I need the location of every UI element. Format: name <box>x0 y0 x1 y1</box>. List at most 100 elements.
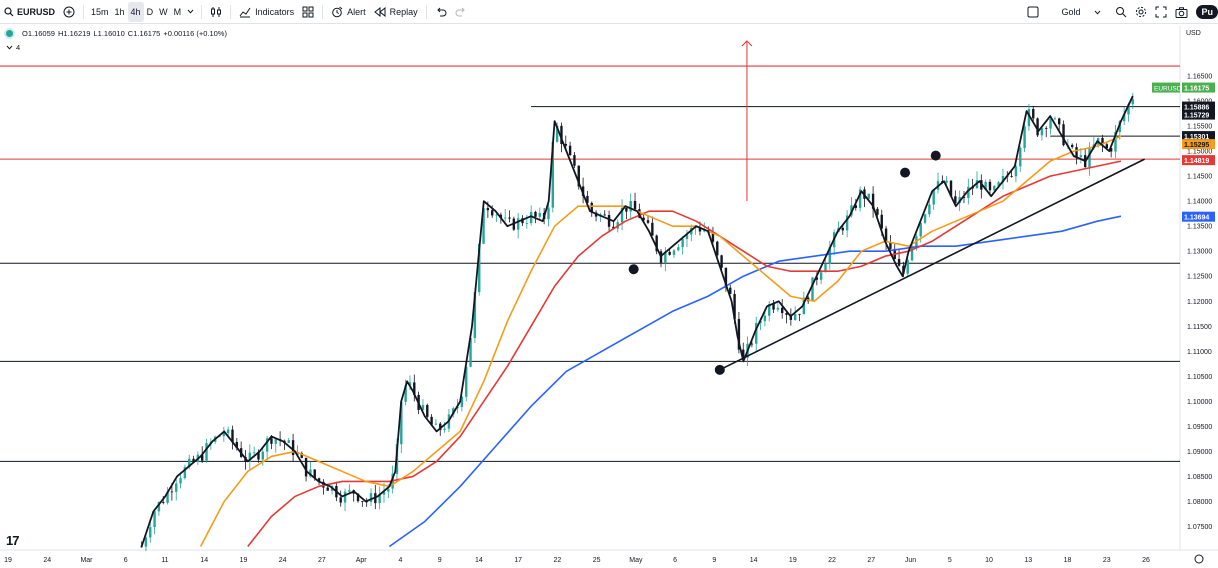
candle-body <box>789 314 793 320</box>
pivot-marker <box>714 364 725 375</box>
candle-body <box>300 453 303 458</box>
price-label-bg <box>1182 101 1215 112</box>
candle-body <box>703 230 706 232</box>
candle-body <box>443 428 446 430</box>
candle-body <box>369 493 373 502</box>
replay-button[interactable]: Replay <box>370 2 422 22</box>
x-tick-label: 24 <box>43 557 51 564</box>
candle-body <box>880 214 883 229</box>
candle-body <box>884 228 888 243</box>
candle-body <box>867 193 870 199</box>
fullscreen-button[interactable] <box>1151 2 1171 22</box>
x-tick-label: 24 <box>279 557 287 564</box>
y-tick-label: 1.14000 <box>1187 199 1212 206</box>
y-tick-label: 1.16500 <box>1187 74 1212 81</box>
candle-body <box>326 487 329 491</box>
candle-body <box>1062 124 1065 146</box>
candle-body <box>711 233 715 242</box>
interval-1h[interactable]: 1h <box>114 6 125 17</box>
snapshot-button[interactable] <box>1171 2 1192 22</box>
replay-icon <box>373 6 386 17</box>
candle-body <box>343 491 347 503</box>
indicators-button[interactable]: Indicators <box>235 2 298 22</box>
legend-high: H1.16219 <box>57 29 91 38</box>
candle-body <box>162 502 165 503</box>
ascending-trendline <box>719 158 1145 371</box>
publish-button[interactable]: Pu <box>1196 5 1218 19</box>
candle-body <box>781 307 784 314</box>
candle-body <box>157 502 161 512</box>
templates-button[interactable] <box>298 2 318 22</box>
layout-name-dropdown[interactable]: Gold <box>1057 2 1105 22</box>
candle-body <box>876 208 879 215</box>
interval-w[interactable]: W <box>159 6 168 17</box>
candle-body <box>170 491 174 493</box>
candle-body <box>677 247 680 251</box>
y-tick-label: 1.07500 <box>1187 524 1212 531</box>
quick-search-button[interactable] <box>1111 2 1131 22</box>
candle-body <box>858 189 862 208</box>
candle-body <box>646 220 650 223</box>
candle-body <box>265 438 269 452</box>
indicators-toggle[interactable]: 4 <box>6 43 20 52</box>
interval-d[interactable]: D <box>146 6 154 17</box>
candle-body <box>586 195 589 203</box>
compare-button[interactable] <box>59 2 79 22</box>
redo-button[interactable] <box>451 2 471 22</box>
candle-body <box>768 303 771 316</box>
candle-body <box>188 458 191 468</box>
candle-body <box>607 215 611 227</box>
candle-body <box>486 208 490 211</box>
settings-button[interactable] <box>1131 2 1151 22</box>
candle-body <box>469 338 472 367</box>
candle-body <box>231 429 234 443</box>
undo-button[interactable] <box>431 2 451 22</box>
legend-open: O1.16059 <box>22 29 55 38</box>
candle-body <box>456 407 459 409</box>
candle-body <box>313 469 316 479</box>
candle-body <box>1114 131 1117 152</box>
candle-body <box>590 202 593 213</box>
y-tick-label: 1.09000 <box>1187 449 1212 456</box>
symbol-search[interactable]: EURUSD <box>0 2 59 22</box>
interval-15m[interactable]: 15m <box>91 6 109 17</box>
y-tick-label: 1.14500 <box>1187 174 1212 181</box>
candle-body <box>620 207 624 223</box>
alert-button[interactable]: Alert <box>327 2 370 22</box>
candle-body <box>421 405 425 410</box>
candle-body <box>984 181 987 190</box>
candle-body <box>642 217 645 221</box>
layout-button[interactable] <box>1023 2 1043 22</box>
y-tick-label: 1.13500 <box>1187 224 1212 231</box>
x-tick-label: 6 <box>673 557 677 564</box>
chart-type-button[interactable] <box>206 2 226 22</box>
divider <box>230 4 232 19</box>
candle-body <box>802 297 806 315</box>
candle-body <box>763 315 767 322</box>
interval-m[interactable]: M <box>173 6 182 17</box>
x-tick-label: 19 <box>789 557 797 564</box>
candle-body <box>490 210 494 216</box>
candle-body <box>949 180 953 197</box>
divider <box>201 4 203 19</box>
candle-body <box>962 196 966 198</box>
candle-body <box>309 469 312 477</box>
price-smoothed-line <box>140 95 1134 547</box>
candle-body <box>1045 128 1048 129</box>
fullscreen-icon <box>1155 6 1167 18</box>
interval-dropdown[interactable] <box>184 2 197 22</box>
tradingview-logo: 17 <box>6 533 20 548</box>
candle-body <box>793 313 797 320</box>
ma-orange-line <box>199 135 1122 547</box>
candle-body <box>378 494 381 504</box>
price-label: 1.16175 <box>1184 86 1209 93</box>
interval-4h[interactable]: 4h <box>127 1 144 22</box>
candle-body <box>400 401 403 445</box>
y-tick-label: 1.15500 <box>1187 124 1212 131</box>
plot-area <box>0 40 1180 552</box>
candle-body <box>248 452 252 462</box>
y-tick-label: 1.10500 <box>1187 374 1212 381</box>
candle-body <box>759 321 762 324</box>
chevron-down-icon <box>1095 10 1101 15</box>
